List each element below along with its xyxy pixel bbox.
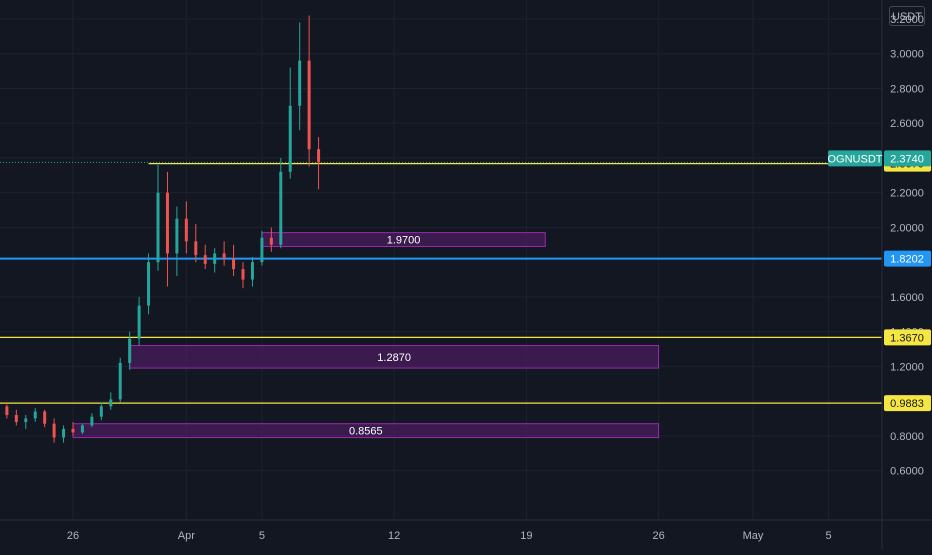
level-price-badge: 1.3670 xyxy=(884,329,931,346)
candle-body xyxy=(288,105,292,172)
price-zone-label: 1.2870 xyxy=(377,352,411,364)
symbol-tag-text: OGNUSDT xyxy=(828,153,883,165)
candle-body xyxy=(279,171,283,245)
candle-body xyxy=(307,60,311,150)
candle-body xyxy=(90,416,94,426)
x-axis-tick-label: 26 xyxy=(652,530,664,542)
x-axis-tick-label: 12 xyxy=(388,530,400,542)
y-axis-tick-label: 3.2000 xyxy=(890,14,924,26)
candle-body xyxy=(5,406,9,415)
x-axis-tick-label: May xyxy=(743,530,764,542)
x-axis-tick-label: 5 xyxy=(826,530,832,542)
candle-body xyxy=(194,241,198,256)
symbol-tag-bg xyxy=(828,150,882,167)
last-price-badge: 2.3740 xyxy=(884,150,931,167)
y-axis-tick-label: 0.6000 xyxy=(890,466,924,478)
horizontal-levels[interactable] xyxy=(0,161,882,404)
level-price-badge-text: 0.9883 xyxy=(890,398,924,410)
candles xyxy=(5,15,321,443)
y-axis-tick-label: 1.6000 xyxy=(890,292,924,304)
candle-body xyxy=(99,406,103,417)
price-zone-label: 1.9700 xyxy=(387,235,421,247)
candle-body xyxy=(137,305,141,339)
candle-body xyxy=(80,425,84,433)
candle-body xyxy=(24,418,28,422)
candle-body xyxy=(52,423,56,438)
y-axis-tick-label: 0.8000 xyxy=(890,431,924,443)
x-axis-tick-label: 19 xyxy=(520,530,532,542)
candle-body xyxy=(62,428,66,438)
candle-body xyxy=(232,258,236,270)
level-price-badge-bg xyxy=(884,329,931,346)
candle-body xyxy=(269,237,273,245)
x-axis-tick-label: 26 xyxy=(67,530,79,542)
level-price-badge-bg xyxy=(884,250,931,267)
candle-body xyxy=(128,338,132,363)
last-price-badge-text: 2.3740 xyxy=(890,153,924,165)
y-axis-tick-label: 1.2000 xyxy=(890,361,924,373)
level-price-badge-text: 1.3670 xyxy=(890,332,924,344)
candle-body xyxy=(317,149,321,163)
level-price-badge-bg xyxy=(884,395,931,412)
candle-body xyxy=(33,411,37,419)
candle-body xyxy=(109,399,113,407)
level-price-badge: 1.8202 xyxy=(884,250,931,267)
candle-body xyxy=(175,218,179,254)
y-axis-tick-label: 3.0000 xyxy=(890,49,924,61)
x-axis-tick-label: Apr xyxy=(178,530,195,542)
level-price-badge-text: 1.8202 xyxy=(890,254,924,266)
candle-body xyxy=(250,262,254,280)
candle-body xyxy=(222,253,226,259)
price-zone-label: 0.8565 xyxy=(349,426,383,438)
candle-body xyxy=(241,269,245,280)
x-axis-tick-label: 5 xyxy=(259,530,265,542)
last-price-badge-bg xyxy=(884,150,931,167)
candle-body xyxy=(147,262,151,306)
symbol-tag: OGNUSDT xyxy=(828,150,883,167)
level-price-badge: 0.9883 xyxy=(884,395,931,412)
candle-body xyxy=(14,414,18,422)
candle-body xyxy=(156,192,160,263)
candle-body xyxy=(213,253,217,264)
candle-body xyxy=(118,362,122,400)
y-axis-tick-label: 2.2000 xyxy=(890,188,924,200)
y-axis-tick-label: 2.8000 xyxy=(890,83,924,95)
candle-body xyxy=(260,237,264,263)
candle-body xyxy=(43,411,47,424)
candle-body xyxy=(184,218,188,242)
y-axis-tick-label: 2.0000 xyxy=(890,222,924,234)
candle-body xyxy=(165,192,169,254)
currency-unit-label[interactable]: USDT xyxy=(889,6,925,26)
candle-body xyxy=(71,428,75,433)
candle-body xyxy=(298,60,302,106)
candle-body xyxy=(203,255,207,264)
y-axis-tick-label: 2.6000 xyxy=(890,118,924,130)
